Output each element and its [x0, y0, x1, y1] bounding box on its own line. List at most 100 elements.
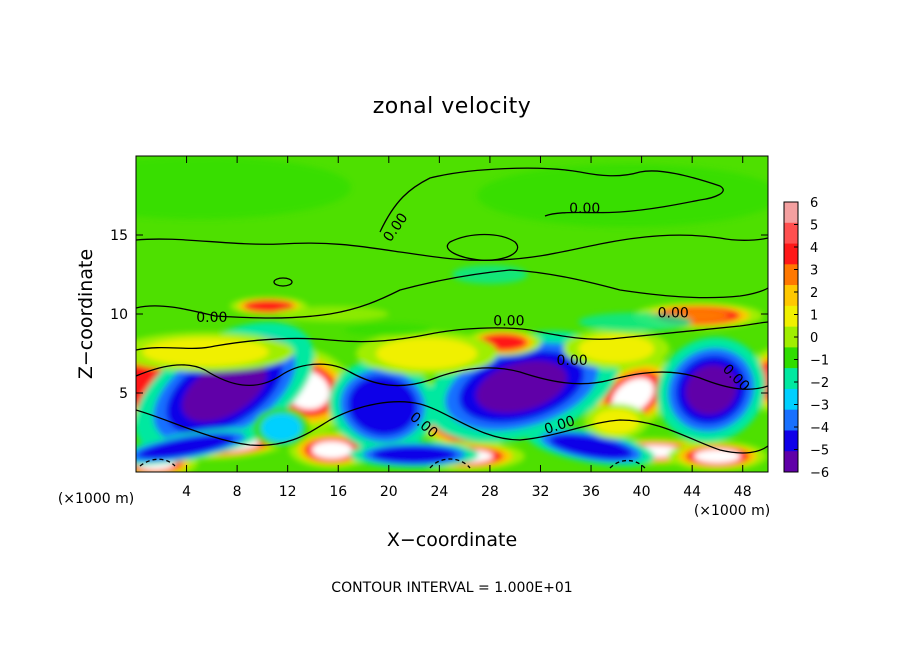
colorbar-swatch: [784, 368, 798, 390]
colorbar-swatch: [784, 409, 798, 431]
field-anomaly-21-ring-4: [561, 437, 621, 456]
x-axis-label: X−coordinate: [387, 529, 517, 551]
contour-label-text: 0.00: [569, 201, 600, 217]
field-anomaly-23-ring-2: [593, 408, 640, 435]
colorbar-swatch: [784, 285, 798, 307]
x-tick-label: 48: [734, 484, 752, 500]
colorbar-tick-label: 3: [810, 264, 818, 279]
field-anomaly-9-ring-4: [311, 441, 353, 459]
y-axis-ticks: 5 10 15: [110, 228, 768, 402]
contour-label-text: 0.00: [196, 310, 227, 326]
x-axis-ticks: 4 8 12 16 20 24 28 32 36 40 44 48: [182, 156, 752, 500]
field-anomaly-33: [344, 323, 433, 337]
field-anomaly-17-ring-4: [476, 360, 567, 413]
field-anomaly-22: [253, 407, 310, 448]
contour-bottom-dashed: [139, 458, 646, 469]
colorbar-swatch: [784, 264, 798, 286]
x-tick-label: 40: [633, 484, 651, 500]
field-anomaly-21: [527, 427, 655, 467]
x-unit-label-right: (×1000 m): [694, 503, 770, 519]
field-anomaly-33-ring-1: [344, 323, 433, 337]
contour-label-text: 0.00: [493, 313, 524, 329]
colorbar-swatch: [784, 388, 798, 410]
colorbar-tick-label: 2: [810, 286, 818, 301]
colorbar-tick-label: 5: [810, 219, 818, 234]
field-anomaly-31: [452, 265, 528, 284]
field-anomaly-12-ring-4: [694, 449, 741, 464]
field-anomaly-12: [668, 441, 767, 471]
contour-upper-island: [446, 233, 519, 261]
field-anomaly-32: [578, 312, 693, 332]
colorbar-swatch: [784, 451, 798, 473]
colorbar-tick-label: −6: [810, 466, 829, 481]
colorbar-tick-label: −1: [810, 354, 829, 369]
contour-small-island: [273, 277, 293, 287]
colorbar-tick-label: −2: [810, 376, 829, 391]
y-tick-label: 10: [110, 307, 128, 323]
x-tick-label: 44: [683, 484, 701, 500]
field-anomaly-34-ring-1: [136, 156, 351, 220]
contour-label-2: 0.00: [493, 313, 524, 329]
colorbar-tick-label: 4: [810, 241, 818, 256]
x-tick-label: 20: [380, 484, 398, 500]
contour-top: [379, 167, 724, 233]
colorbar-swatch: [784, 222, 798, 244]
contour-label-text: 0.00: [556, 353, 587, 369]
colorbar-swatch: [784, 243, 798, 265]
colorbar: 6 5 4 3 2 1 0 −1 −2 −3 −4 −5 −6: [783, 196, 829, 481]
contour-lower: [136, 321, 768, 351]
field-anomaly-27-ring-2: [142, 337, 269, 367]
field-anomaly-22-ring-2: [261, 413, 302, 442]
field-anomaly-25-ring-4: [484, 336, 521, 349]
field-anomaly-20: [349, 441, 479, 469]
velocity-field: [136, 156, 768, 472]
field-anomaly-32-ring-1: [578, 312, 693, 332]
field-anomaly-23: [584, 403, 649, 440]
x-unit-label-left: (×1000 m): [58, 491, 134, 507]
x-tick-label: 24: [430, 484, 448, 500]
field-anomaly-31-ring-1: [452, 265, 528, 284]
field-anomaly-19-ring-4: [151, 437, 222, 456]
field-anomaly-27: [136, 332, 294, 372]
chart-title: zonal velocity: [373, 94, 532, 119]
contour-label-6: 0.00: [556, 353, 587, 369]
field-anomaly-16: [329, 359, 436, 452]
field-anomaly-34: [136, 156, 351, 220]
colorbar-swatch: [784, 326, 798, 348]
contour-mid: [136, 269, 768, 319]
field-anomaly-35: [477, 163, 768, 228]
field-anomaly-16-ring-4: [357, 384, 408, 428]
contour-waves-1: [136, 401, 768, 454]
colorbar-swatch: [784, 347, 798, 369]
colorbar-tick-label: 6: [810, 196, 818, 211]
x-tick-label: 16: [329, 484, 347, 500]
field-anomaly-35-ring-1: [477, 163, 768, 228]
colorbar-tick-label: −5: [810, 444, 829, 459]
field-anomaly-19: [136, 428, 261, 466]
x-tick-label: 4: [182, 484, 191, 500]
colorbar-tick-label: 0: [810, 331, 818, 346]
y-axis-label: Z−coordinate: [75, 249, 97, 379]
field-anomaly-15-ring-4: [182, 357, 267, 422]
contour-label-4: 0.00: [569, 201, 600, 217]
contour-interval-note: CONTOUR INTERVAL = 1.000E+01: [331, 580, 572, 596]
field-anomaly-24-ring-4: [250, 301, 287, 311]
x-tick-label: 12: [279, 484, 297, 500]
colorbar-swatch: [784, 202, 798, 224]
colorbar-tick-label: −4: [810, 421, 829, 436]
field-anomaly-28-ring-2: [376, 337, 478, 370]
x-tick-label: 32: [532, 484, 550, 500]
x-tick-label: 8: [233, 484, 242, 500]
colorbar-swatch: [784, 305, 798, 327]
field-anomaly-29-ring-2: [578, 334, 655, 363]
y-tick-label: 15: [110, 228, 128, 244]
colorbar-swatch: [784, 430, 798, 452]
field-anomaly-18: [656, 337, 766, 443]
contour-label-text: 0.00: [658, 305, 689, 321]
contour-label-3: 0.00: [658, 305, 689, 321]
contour-waves-2: [136, 363, 768, 390]
colorbar-tick-label: 1: [810, 309, 818, 324]
colorbar-tick-label: −3: [810, 399, 829, 414]
